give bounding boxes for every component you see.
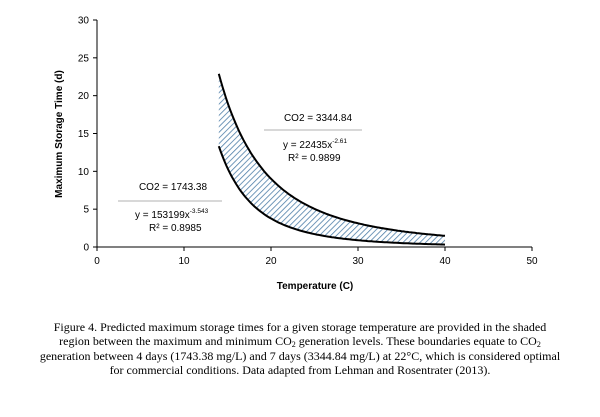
upper-r-squared: R² = 0.9899 xyxy=(288,153,341,164)
lower-equation: y = 153199x-3.543 xyxy=(135,208,209,221)
figure-caption: Figure 4. Predicted maximum storage time… xyxy=(39,320,561,378)
y-tick-label: 5 xyxy=(83,205,89,216)
x-tick-label: 0 xyxy=(94,256,100,267)
y-tick-label: 15 xyxy=(78,129,90,140)
storage-time-chart: 0 10 20 30 40 50 0 5 10 15 20 25 30 CO2 = 3344.84 y … xyxy=(54,16,538,293)
y-tick-label: 30 xyxy=(78,16,90,27)
upper-curve xyxy=(217,73,446,237)
y-tick-label: 20 xyxy=(78,91,90,102)
upper-equation: y = 22435x-2.61 xyxy=(283,138,347,151)
y-tick-label: 10 xyxy=(78,167,90,178)
y-tick-label: 0 xyxy=(83,243,89,254)
y-axis-label: Maximum Storage Time (d) xyxy=(54,70,65,198)
lower-r-squared: R² = 0.8985 xyxy=(149,223,202,234)
x-axis-label: Temperature (C) xyxy=(277,281,354,292)
upper-series-label: CO2 = 3344.84 xyxy=(284,113,353,124)
y-tick-label: 25 xyxy=(78,53,90,64)
x-tick-label: 50 xyxy=(526,256,538,267)
lower-curve xyxy=(217,145,446,246)
lower-series-label: CO2 = 1743.38 xyxy=(139,182,208,193)
x-tick-label: 20 xyxy=(265,256,277,267)
x-tick-label: 30 xyxy=(352,256,364,267)
x-tick-label: 10 xyxy=(178,256,190,267)
x-tick-label: 40 xyxy=(439,256,451,267)
shaded-region xyxy=(218,73,445,245)
